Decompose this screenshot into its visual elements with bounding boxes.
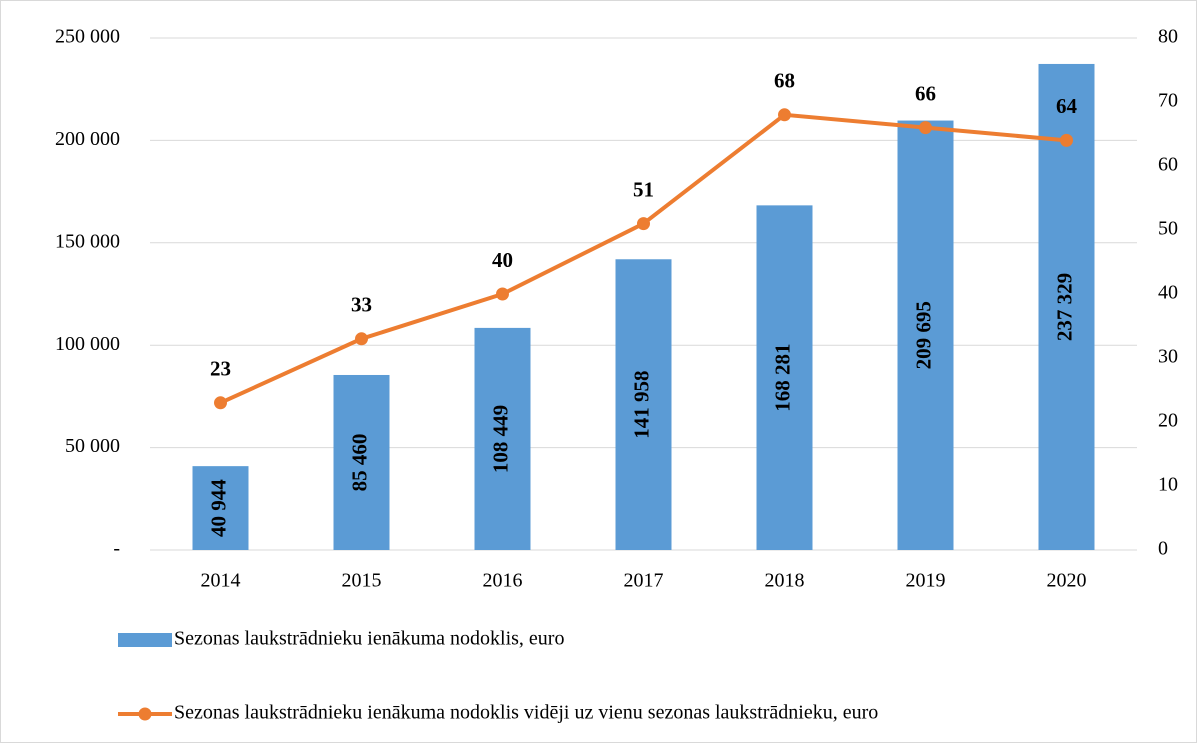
line-value-label: 23	[210, 357, 231, 381]
line-point	[919, 121, 932, 135]
line-value-label: 66	[915, 81, 936, 105]
y2-tick-label: 60	[1158, 154, 1178, 176]
y2-tick-label: 50	[1158, 218, 1178, 240]
y-tick-label: 50 000	[65, 435, 120, 457]
x-tick-label: 2017	[624, 570, 664, 592]
legend-label: Sezonas laukstrādnieku ienākuma nodoklis…	[174, 702, 878, 724]
bar-value-label: 168 281	[770, 344, 794, 412]
line-point	[214, 396, 227, 410]
legend-marker	[138, 707, 152, 721]
bar	[333, 374, 390, 550]
line-point	[778, 108, 791, 122]
x-tick-label: 2014	[201, 570, 241, 592]
legend-swatch	[118, 633, 172, 647]
x-tick-label: 2019	[906, 570, 946, 592]
line-value-label: 51	[633, 177, 654, 201]
y-tick-label: 250 000	[55, 26, 120, 48]
bar-value-label: 209 695	[911, 301, 935, 369]
x-tick-label: 2015	[342, 570, 382, 592]
bar-value-label: 85 460	[347, 434, 371, 492]
line-value-label: 68	[774, 69, 795, 93]
bar	[756, 205, 813, 550]
y2-tick-label: 30	[1158, 346, 1178, 368]
line-point	[637, 217, 650, 231]
bar-value-label: 237 329	[1052, 273, 1076, 341]
bar-value-label: 141 958	[629, 371, 653, 439]
y2-tick-label: 70	[1158, 90, 1178, 112]
y-tick-label: -	[113, 538, 120, 560]
bar	[474, 327, 531, 550]
bar	[897, 120, 954, 550]
line-point	[355, 332, 368, 346]
y-tick-label: 150 000	[55, 230, 120, 252]
line-value-label: 33	[351, 293, 372, 317]
bar-value-label: 108 449	[488, 405, 512, 473]
bar	[615, 259, 672, 550]
x-tick-label: 2020	[1047, 570, 1087, 592]
bar	[192, 466, 249, 550]
y2-tick-label: 20	[1158, 410, 1178, 432]
line-point	[496, 287, 509, 301]
legend-label: Sezonas laukstrādnieku ienākuma nodoklis…	[174, 628, 564, 650]
x-tick-label: 2018	[765, 570, 805, 592]
y-tick-label: 200 000	[55, 128, 120, 150]
y2-tick-label: 10	[1158, 474, 1178, 496]
y2-tick-label: 0	[1158, 538, 1168, 560]
line-point	[1060, 133, 1073, 147]
y2-tick-label: 80	[1158, 26, 1178, 48]
y2-tick-label: 40	[1158, 282, 1178, 304]
bar-value-label: 40 944	[206, 479, 230, 537]
line-value-label: 40	[492, 248, 513, 272]
line-value-label: 64	[1056, 94, 1078, 118]
y-tick-label: 100 000	[55, 333, 120, 355]
x-tick-label: 2016	[483, 570, 523, 592]
